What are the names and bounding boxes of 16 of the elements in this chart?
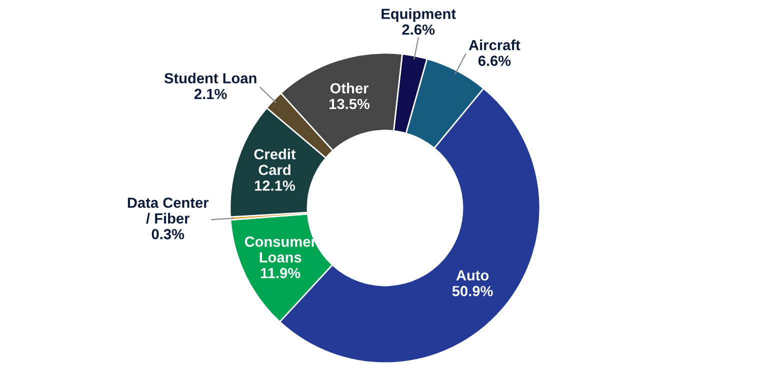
data-label: 50.9% (452, 286, 493, 296)
data-label: 2.1% (194, 88, 227, 100)
slice-label: Other (330, 82, 368, 94)
slice-label: Student Loan (164, 72, 256, 84)
slice-label: Equipment (382, 8, 456, 22)
data-label: 12.1% (254, 180, 296, 191)
slice-label: Data Center / Fiber (128, 198, 209, 224)
data-label: 0.3% (152, 228, 184, 240)
data-label: 11.9% (261, 268, 300, 278)
slice-label: Credit Card (254, 148, 296, 176)
data-label: 13.5% (330, 98, 370, 110)
slice-label: Consumer Loans (244, 236, 316, 263)
slice-label: Aircraft (468, 40, 520, 50)
slice-label: Auto (456, 270, 489, 281)
data-label: 2.6% (402, 24, 435, 35)
data-label: 6.6% (478, 56, 511, 66)
